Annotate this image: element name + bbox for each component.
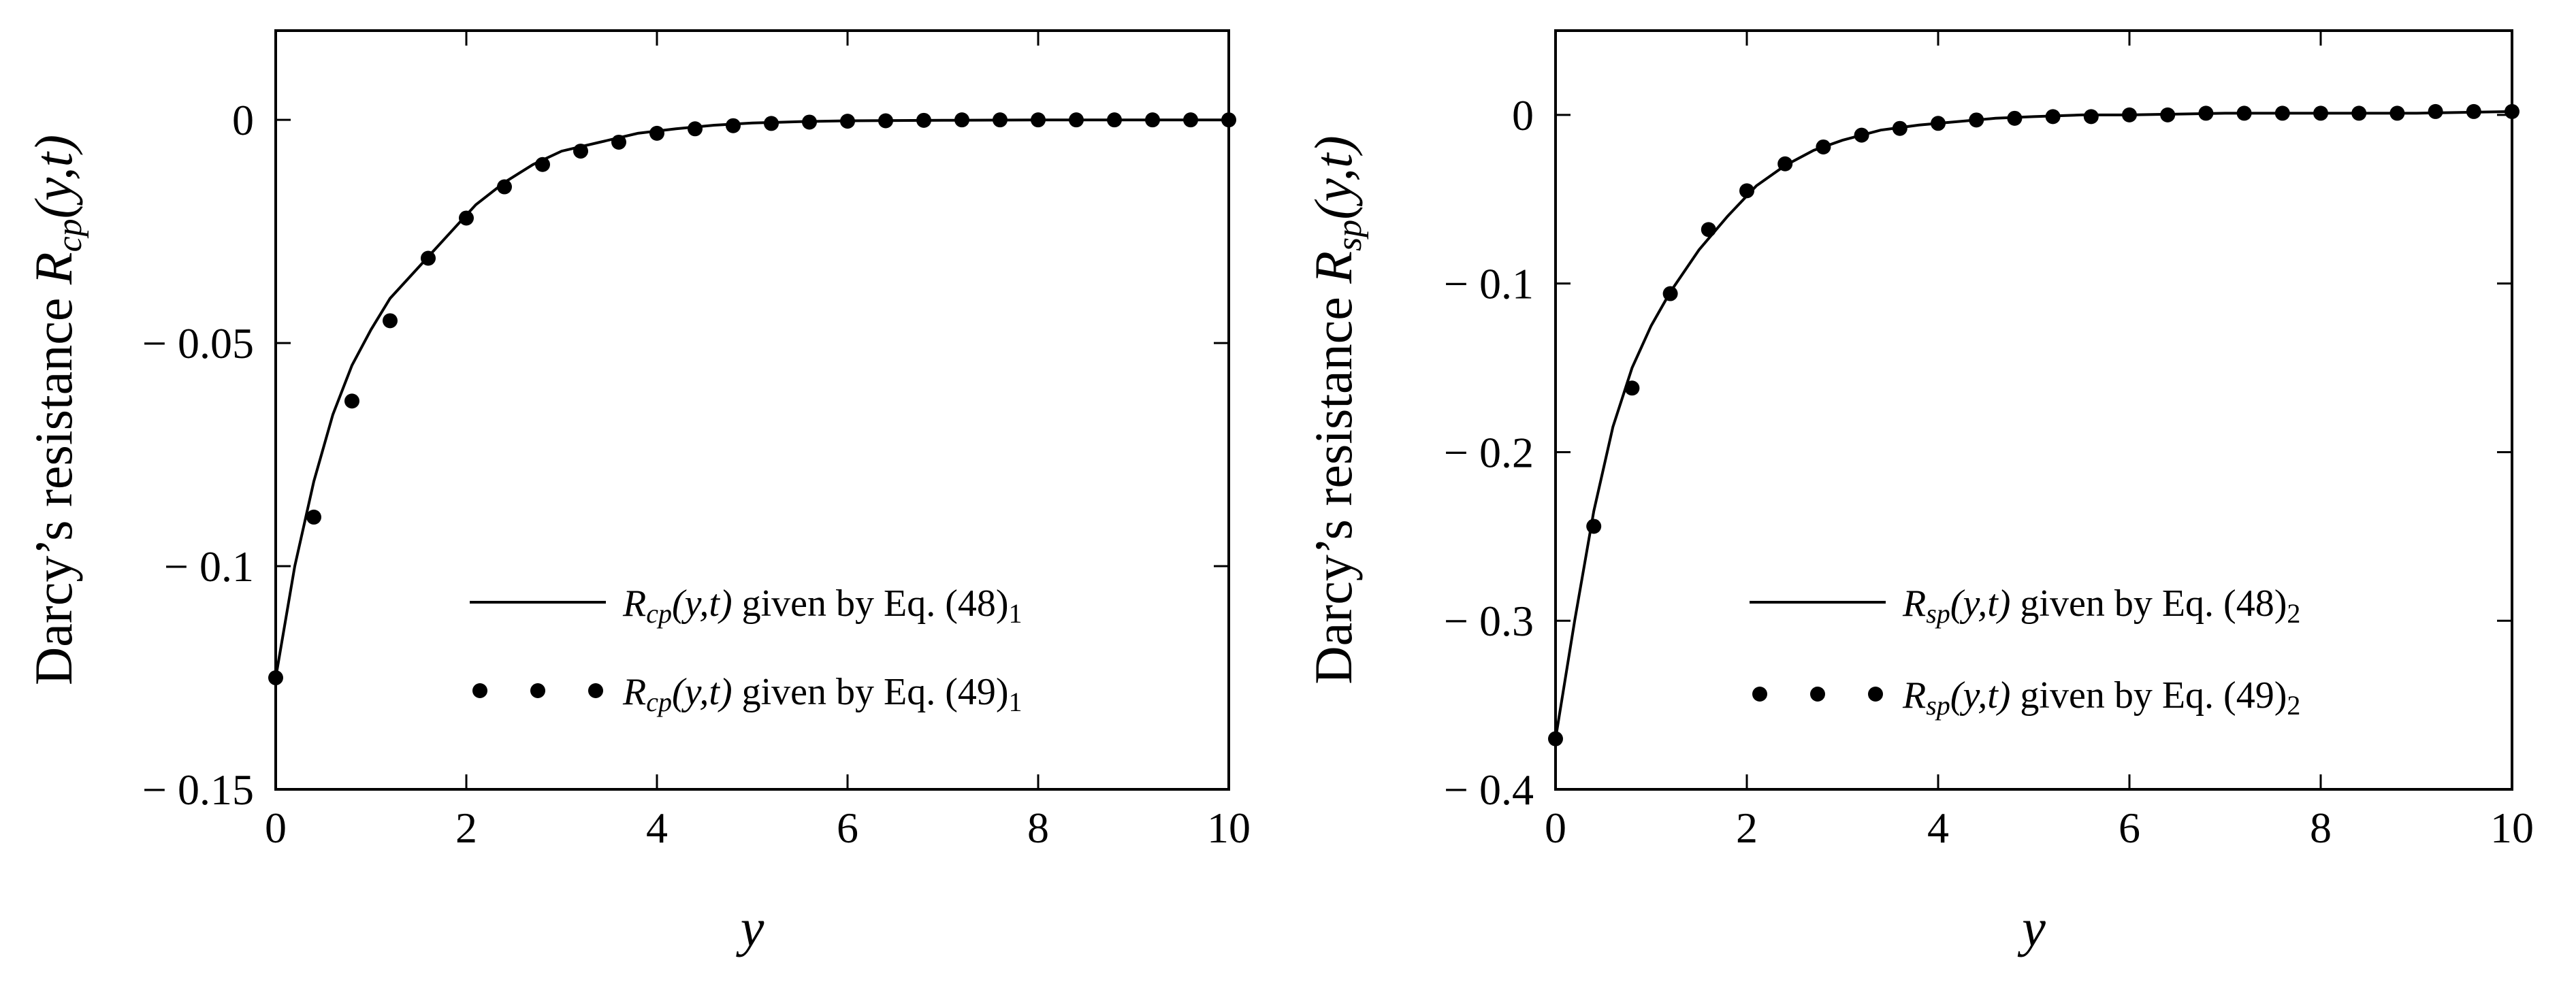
series-point (2351, 105, 2367, 121)
series-point (916, 112, 931, 128)
x-tick-label: 4 (1927, 804, 1949, 852)
series-point (497, 179, 512, 195)
series-point (1777, 156, 1793, 171)
series-point (2236, 105, 2252, 121)
chart-panel-2: 0 2 4 6 8 10 0 − 0.1 − 0.2 − 0.3 − 0.4 y Darcy’s res… (1304, 29, 2534, 957)
series-point (726, 118, 741, 133)
series-point (2007, 110, 2023, 126)
series-point (802, 114, 817, 130)
series-point (954, 112, 969, 128)
x-tick-label: 0 (265, 804, 287, 852)
series-point (1662, 286, 1678, 301)
series-point (2083, 109, 2099, 125)
x-tick-label: 6 (2119, 804, 2140, 852)
series-point (535, 157, 550, 172)
series-point (1892, 120, 1907, 136)
x-tick-label: 2 (1736, 804, 1758, 852)
series-point (878, 113, 893, 129)
y-tick-label: − 0.2 (1444, 428, 1534, 476)
legend-swatch-marker (472, 683, 487, 698)
y-axis-title: Darcy’s resistance Rsp(y,t) (1304, 135, 1369, 684)
series-point (1739, 183, 1754, 199)
x-tick-label: 8 (2310, 804, 2332, 852)
series-point (2160, 107, 2176, 122)
legend-label: Rsp(y,t) given by Eq. (49)2 (1902, 674, 2300, 721)
series-point (268, 670, 283, 686)
x-tick-label: 2 (455, 804, 477, 852)
series-point (421, 250, 436, 266)
x-tick-label: 0 (1545, 804, 1566, 852)
legend-swatch-marker (1868, 687, 1883, 702)
series-point (611, 134, 626, 150)
series-point (688, 121, 703, 137)
y-tick-label: − 0.15 (142, 766, 254, 814)
series-point (1931, 116, 1946, 131)
series-point (383, 313, 398, 329)
series-point (2198, 105, 2214, 121)
x-tick-label: 6 (837, 804, 858, 852)
series-point (459, 210, 474, 226)
legend-swatch-marker (530, 683, 545, 698)
series-point (764, 116, 779, 131)
series-point (1701, 222, 1716, 237)
series-point (1586, 519, 1602, 534)
y-tick-label: − 0.1 (164, 542, 254, 591)
series-point (1107, 112, 1122, 128)
x-tick-label: 10 (2490, 804, 2534, 852)
legend-swatch-marker (588, 683, 603, 698)
series-point (2122, 107, 2137, 122)
legend: Rsp(y,t) given by Eq. (48)2 Rsp(y,t) give… (1750, 582, 2300, 721)
legend-label: Rsp(y,t) given by Eq. (48)2 (1902, 582, 2300, 629)
series-point (1031, 112, 1046, 128)
y-tick-label: − 0.05 (142, 319, 254, 367)
series-point (2045, 109, 2061, 125)
series-point (2274, 105, 2290, 121)
series-point (344, 393, 359, 409)
series-line (274, 118, 1229, 678)
series-point (2389, 105, 2405, 121)
series-point (2313, 105, 2328, 121)
series-point (2466, 103, 2481, 119)
series-point (1145, 112, 1160, 128)
series-point (573, 144, 588, 159)
x-axis-title: y (736, 898, 764, 957)
legend-label: Rcp(y,t) given by Eq. (48)1 (622, 582, 1023, 629)
legend-label: Rcp(y,t) given by Eq. (49)1 (622, 671, 1023, 717)
series-point (649, 125, 664, 141)
series-point (1221, 112, 1236, 128)
y-axis-title: Darcy’s resistance Rcp(y,t) (24, 135, 89, 685)
series-point (306, 509, 321, 525)
series-point (1069, 112, 1084, 128)
legend-swatch-marker (1810, 687, 1825, 702)
legend-swatch-marker (1752, 687, 1767, 702)
x-tick-label: 10 (1207, 804, 1251, 852)
x-tick-label: 8 (1027, 804, 1049, 852)
x-tick-label: 4 (646, 804, 668, 852)
x-axis-title: y (2017, 898, 2046, 957)
legend: Rcp(y,t) given by Eq. (48)1 Rcp(y,t) give… (470, 582, 1023, 717)
y-tick-label: 0 (1512, 91, 1534, 139)
series-point (1548, 731, 1563, 746)
series-point (1816, 139, 1831, 154)
series-point (1624, 380, 1640, 396)
plot-frame (1554, 29, 2513, 791)
series-point (1854, 127, 1869, 143)
series-point (2428, 103, 2443, 119)
series-point (1969, 112, 1984, 128)
series-point (840, 114, 855, 129)
series-line (1554, 110, 2513, 740)
series-point (1183, 112, 1198, 128)
y-tick-label: − 0.4 (1444, 766, 1534, 814)
plot-frame (274, 29, 1230, 791)
y-tick-label: − 0.1 (1444, 260, 1534, 308)
chart-panel-1: 0 2 4 6 8 10 0 − 0.05 − 0.1 − 0.15 y Darcy’s resist… (24, 29, 1251, 957)
y-tick-label: 0 (232, 96, 254, 144)
y-tick-label: − 0.3 (1444, 597, 1534, 645)
series-point (2505, 103, 2519, 119)
series-point (993, 112, 1008, 128)
